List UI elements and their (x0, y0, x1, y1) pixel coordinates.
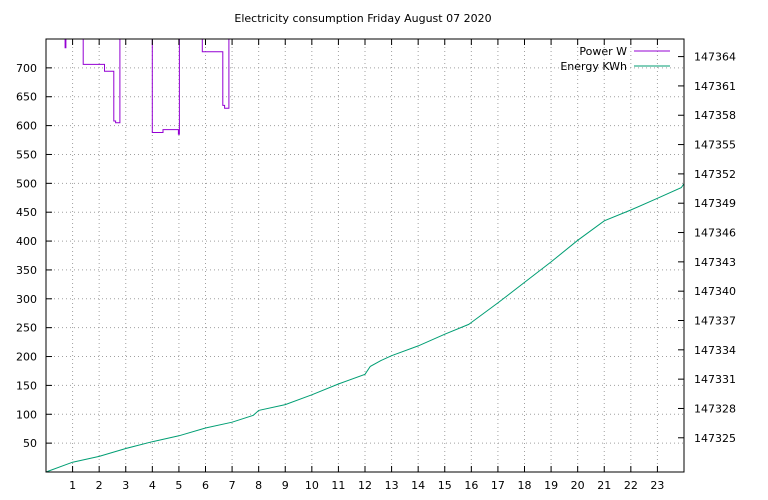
chart-title: Electricity consumption Friday August 07… (234, 12, 491, 25)
x-tick-label: 4 (149, 479, 156, 492)
x-tick-label: 19 (544, 479, 558, 492)
y-left-tick-label: 300 (16, 293, 37, 306)
x-tick-label: 18 (518, 479, 532, 492)
legend-label: Power W (579, 45, 627, 58)
y-left-tick-label: 100 (16, 408, 37, 421)
x-tick-label: 7 (229, 479, 236, 492)
y-right-tick-label: 147343 (694, 256, 736, 269)
y-right-tick-label: 147325 (694, 432, 736, 445)
axes: 1 2 3 4 5 6 7 8 9 10 11 12 13 14 15 16 17 18 19 20 21 22 23501… (16, 39, 736, 492)
y-left-tick-label: 200 (16, 351, 37, 364)
y-right-tick-label: 147328 (694, 402, 736, 415)
legend: Power W Energy KWh (560, 45, 670, 73)
y-right-tick-label: 147349 (694, 197, 736, 210)
y-right-tick-label: 147358 (694, 109, 736, 122)
energy-series-line (45, 183, 685, 473)
x-tick-label: 3 (122, 479, 129, 492)
y-right-tick-label: 147361 (694, 80, 736, 93)
x-tick-label: 9 (282, 479, 289, 492)
x-tick-label: 22 (624, 479, 638, 492)
x-tick-label: 1 (69, 479, 76, 492)
x-tick-label: 13 (385, 479, 399, 492)
x-tick-label: 11 (331, 479, 345, 492)
x-tick-label: 23 (650, 479, 664, 492)
y-right-tick-label: 147334 (694, 344, 736, 357)
x-tick-label: 5 (175, 479, 182, 492)
y-left-tick-label: 700 (16, 62, 37, 75)
power-series-line (63, 38, 235, 135)
x-tick-label: 6 (202, 479, 209, 492)
x-tick-label: 8 (255, 479, 262, 492)
y-left-tick-label: 150 (16, 379, 37, 392)
x-tick-label: 20 (571, 479, 585, 492)
x-tick-label: 15 (438, 479, 452, 492)
y-left-tick-label: 400 (16, 235, 37, 248)
y-right-tick-label: 147331 (694, 373, 736, 386)
y-left-tick-label: 50 (23, 437, 37, 450)
x-tick-label: 12 (358, 479, 372, 492)
y-left-tick-label: 450 (16, 206, 37, 219)
x-tick-label: 14 (411, 479, 425, 492)
y-right-tick-label: 147346 (694, 227, 736, 240)
y-left-tick-label: 350 (16, 264, 37, 277)
y-left-tick-label: 650 (16, 91, 37, 104)
y-right-tick-label: 147355 (694, 139, 736, 152)
y-right-tick-label: 147352 (694, 168, 736, 181)
y-right-tick-label: 147364 (694, 51, 736, 64)
y-right-tick-label: 147337 (694, 314, 736, 327)
x-tick-label: 17 (491, 479, 505, 492)
y-right-tick-label: 147340 (694, 285, 736, 298)
x-tick-label: 21 (597, 479, 611, 492)
x-tick-label: 2 (96, 479, 103, 492)
y-left-tick-label: 500 (16, 177, 37, 190)
series-layer (45, 38, 685, 473)
x-tick-label: 10 (305, 479, 319, 492)
grid-lines (46, 39, 684, 472)
x-tick-label: 16 (464, 479, 478, 492)
legend-label: Energy KWh (560, 60, 627, 73)
y-left-tick-label: 550 (16, 148, 37, 161)
y-left-tick-label: 600 (16, 120, 37, 133)
y-left-tick-label: 250 (16, 322, 37, 335)
